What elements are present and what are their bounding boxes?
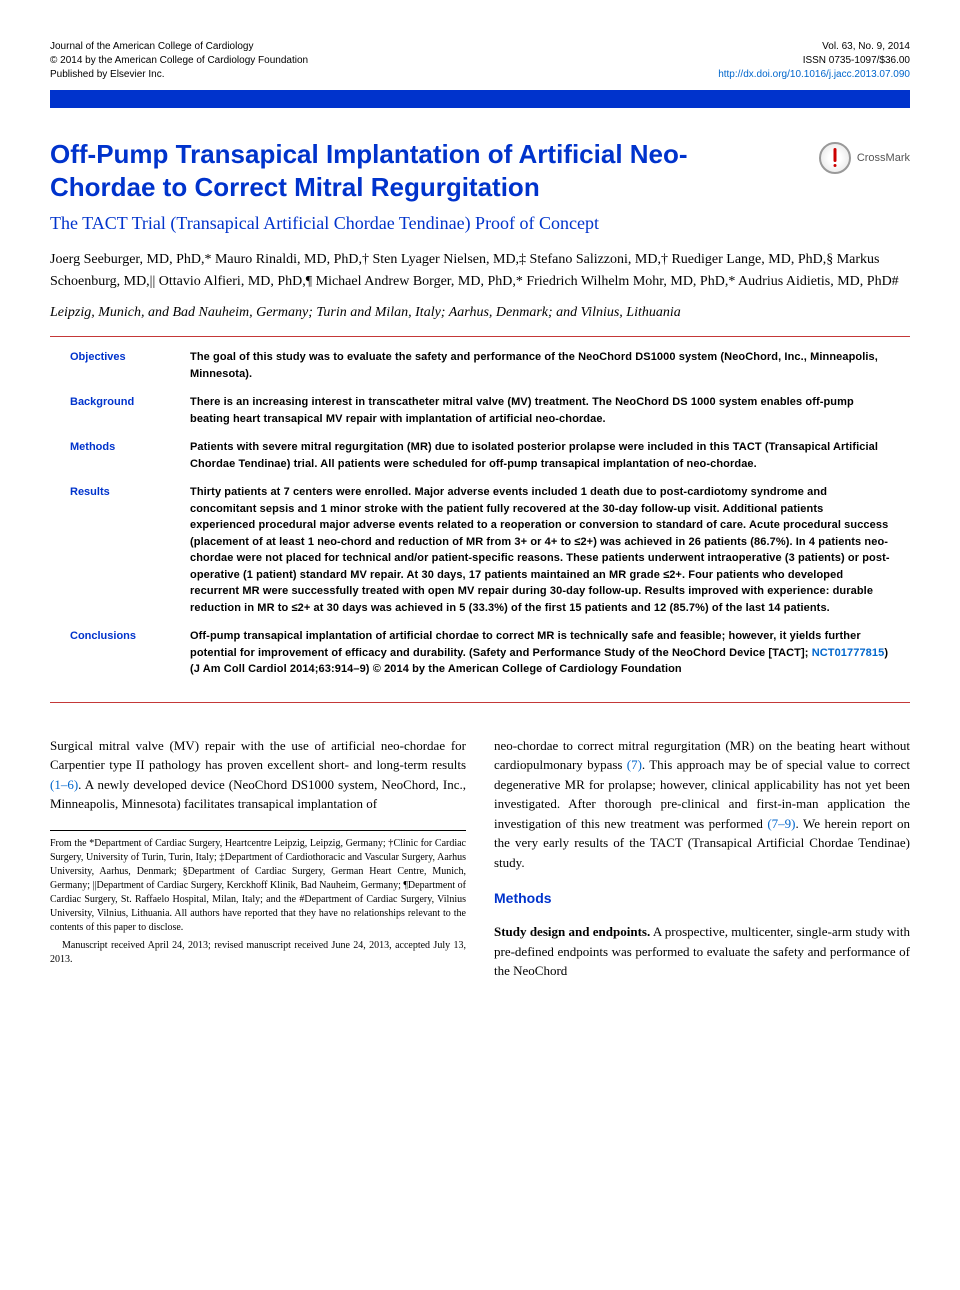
crossmark-label: CrossMark [857, 152, 910, 164]
trial-id-link[interactable]: NCT01777815 [812, 647, 885, 659]
abs-methods-text: Patients with severe mitral regurgitatio… [190, 439, 890, 472]
copyright-line: © 2014 by the American College of Cardio… [50, 54, 308, 68]
abstract-bottom-rule [50, 702, 910, 703]
abs-results-label: Results [70, 484, 190, 616]
intro-para-right: neo-chordae to correct mitral regurgitat… [494, 736, 910, 873]
abs-methods-row: Methods Patients with severe mitral regu… [70, 439, 890, 472]
manuscript-dates: Manuscript received April 24, 2013; revi… [50, 939, 466, 967]
intro-para-left: Surgical mitral valve (MV) repair with t… [50, 736, 466, 814]
abs-background-label: Background [70, 394, 190, 427]
author-list: Joerg Seeburger, MD, PhD,* Mauro Rinaldi… [50, 249, 910, 292]
left-column: Surgical mitral valve (MV) repair with t… [50, 723, 466, 994]
footnotes-block: From the *Department of Cardiac Surgery,… [50, 830, 466, 967]
methods-heading: Methods [494, 888, 910, 909]
header-left: Journal of the American College of Cardi… [50, 40, 308, 82]
abs-conclusions-label: Conclusions [70, 628, 190, 678]
issn-line: ISSN 0735-1097/$36.00 [718, 54, 910, 68]
volume-line: Vol. 63, No. 9, 2014 [718, 40, 910, 54]
intro-left-post: . A newly developed device (NeoChord DS1… [50, 777, 466, 812]
blue-section-bar [50, 90, 910, 108]
abstract-block: Objectives The goal of this study was to… [50, 337, 910, 702]
page-container: Journal of the American College of Cardi… [0, 0, 960, 1034]
intro-left-pre: Surgical mitral valve (MV) repair with t… [50, 738, 466, 773]
title-section: CrossMark Off-Pump Transapical Implantat… [50, 138, 910, 322]
abs-methods-label: Methods [70, 439, 190, 472]
ref-link-7-9[interactable]: (7–9) [767, 816, 795, 831]
abs-objectives-row: Objectives The goal of this study was to… [70, 349, 890, 382]
abs-objectives-label: Objectives [70, 349, 190, 382]
doi-link[interactable]: http://dx.doi.org/10.1016/j.jacc.2013.07… [718, 68, 910, 82]
publisher-line: Published by Elsevier Inc. [50, 68, 308, 82]
right-column: neo-chordae to correct mitral regurgitat… [494, 723, 910, 994]
body-columns: Surgical mitral valve (MV) repair with t… [50, 723, 910, 994]
affiliation-footnote: From the *Department of Cardiac Surgery,… [50, 837, 466, 935]
abs-objectives-text: The goal of this study was to evaluate t… [190, 349, 890, 382]
abs-conclusions-text: Off-pump transapical implantation of art… [190, 628, 890, 678]
abs-results-row: Results Thirty patients at 7 centers wer… [70, 484, 890, 616]
abs-conclusions-pre: Off-pump transapical implantation of art… [190, 630, 861, 659]
header-right: Vol. 63, No. 9, 2014 ISSN 0735-1097/$36.… [718, 40, 910, 82]
ref-link-7[interactable]: (7) [627, 757, 642, 772]
crossmark-icon [819, 142, 851, 174]
article-subtitle: The TACT Trial (Transapical Artificial C… [50, 211, 750, 235]
crossmark-badge[interactable]: CrossMark [819, 142, 910, 174]
abs-background-text: There is an increasing interest in trans… [190, 394, 890, 427]
methods-para: Study design and endpoints. A prospectiv… [494, 922, 910, 981]
ref-link-1-6[interactable]: (1–6) [50, 777, 78, 792]
journal-name: Journal of the American College of Cardi… [50, 40, 308, 54]
article-title: Off-Pump Transapical Implantation of Art… [50, 138, 770, 203]
abs-results-text: Thirty patients at 7 centers were enroll… [190, 484, 890, 616]
methods-subheading: Study design and endpoints. [494, 924, 650, 939]
affiliations: Leipzig, Munich, and Bad Nauheim, German… [50, 303, 910, 323]
abs-background-row: Background There is an increasing intere… [70, 394, 890, 427]
header-top: Journal of the American College of Cardi… [50, 40, 910, 82]
abs-conclusions-row: Conclusions Off-pump transapical implant… [70, 628, 890, 678]
